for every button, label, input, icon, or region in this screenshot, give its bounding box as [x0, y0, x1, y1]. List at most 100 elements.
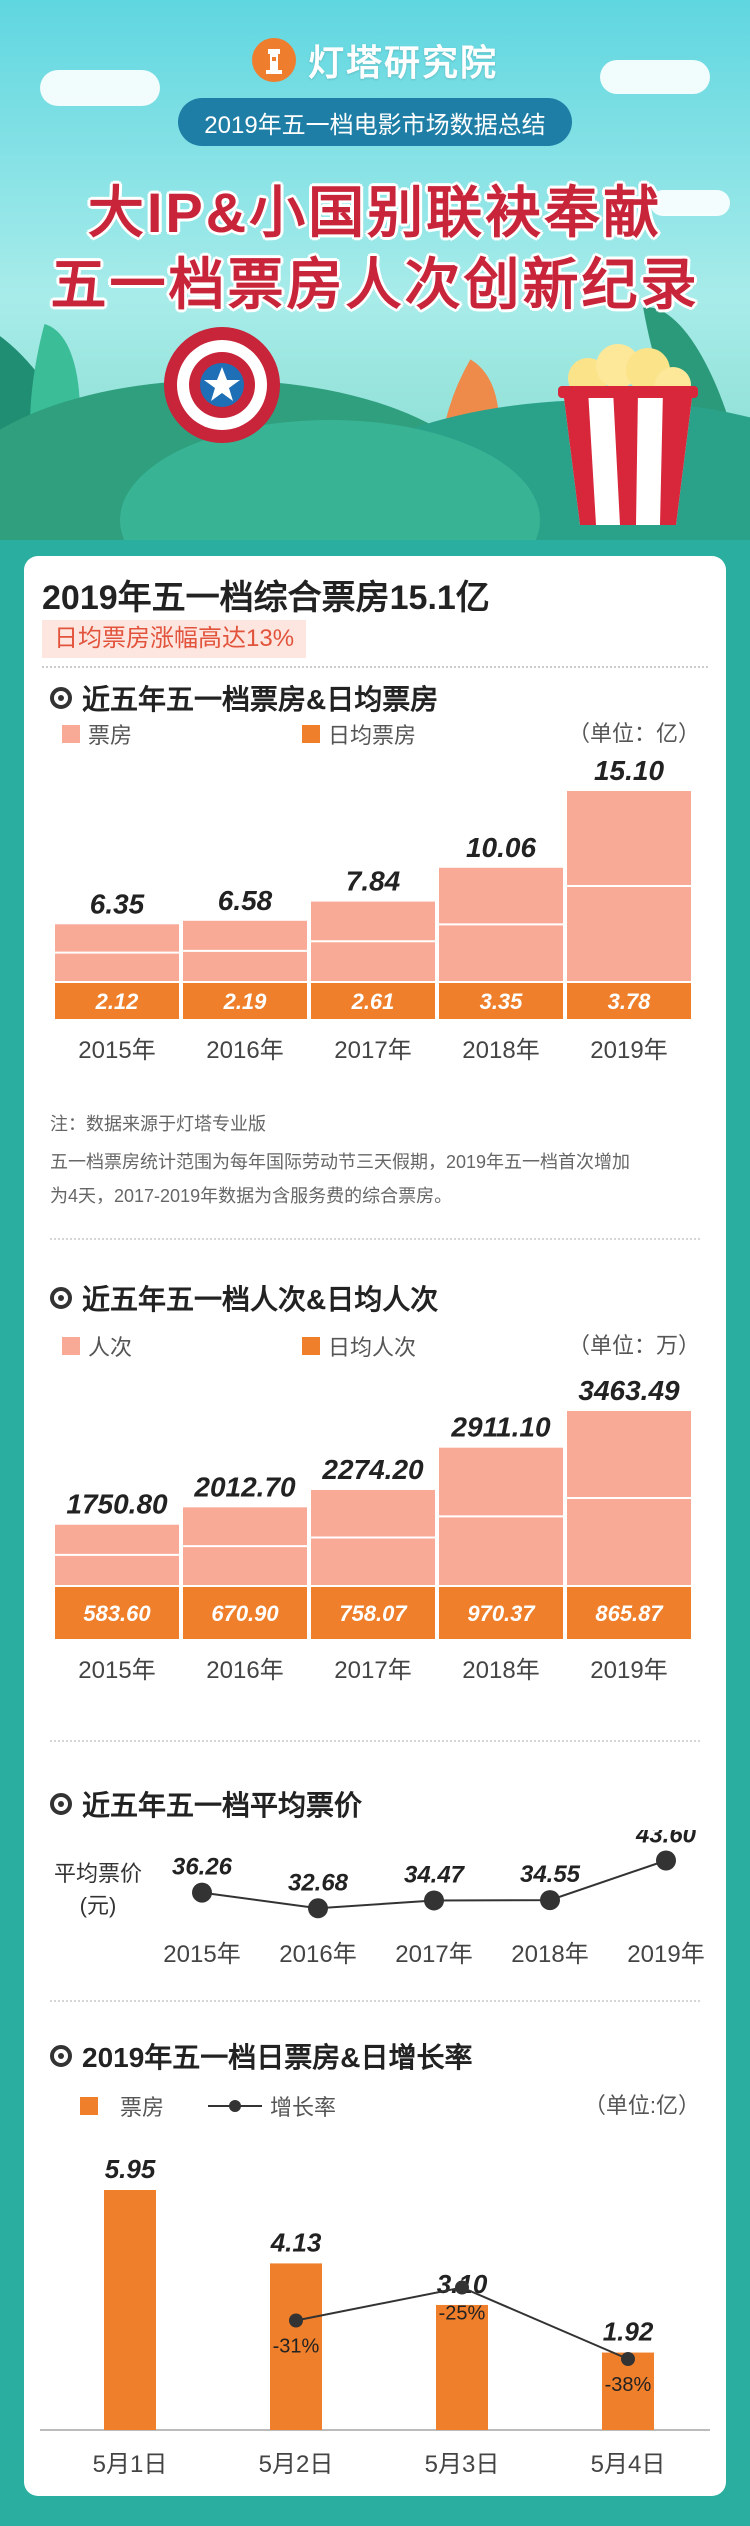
daily-bar: [104, 2190, 156, 2430]
bar-daily: [437, 1585, 565, 1641]
bar-daily: [309, 1585, 437, 1641]
category-label: 2019年: [590, 1037, 667, 1064]
price-value-label: 34.47: [404, 1861, 466, 1888]
category-label: 2016年: [206, 1037, 283, 1064]
lighthouse-icon: [251, 38, 296, 82]
film-reel-icon: [50, 2045, 72, 2067]
cloud-decoration: [600, 60, 710, 94]
legend-swatch-orange: [302, 1337, 320, 1355]
daily-bar-value: 1.92: [603, 2317, 654, 2347]
legend-label: 票房: [120, 2095, 165, 2120]
admissions-title-text: 近五年五一档人次&日均人次: [82, 1284, 439, 1315]
daily-value-label: 670.90: [211, 1601, 279, 1626]
bar-daily: [181, 981, 309, 1021]
film-reel-icon: [50, 687, 72, 709]
unit-label: （单位：亿）: [567, 721, 700, 746]
total-value-label: 2012.70: [193, 1471, 296, 1502]
legend-daily-box-office: 日均票房: [302, 718, 416, 750]
legend-admissions: 人次: [62, 1330, 132, 1362]
legend-label: 增长率: [270, 2095, 337, 2120]
line-marker-icon: [208, 2100, 262, 2112]
unit-label: （单位:亿）: [583, 2093, 700, 2118]
divider: [50, 1238, 700, 1240]
legend-label: 人次: [88, 1335, 133, 1360]
bar-daily: [565, 1585, 693, 1641]
film-reel-icon: [50, 1793, 72, 1815]
category-label: 2018年: [511, 1941, 588, 1968]
report-subtitle: 2019年五一档电影市场数据总结: [178, 98, 572, 146]
category-label: 5月1日: [93, 2451, 168, 2478]
total-value-label: 15.10: [594, 755, 664, 786]
category-label: 5月4日: [591, 2451, 666, 2478]
box-office-title-text: 近五年五一档票房&日均票房: [82, 684, 439, 715]
legend-label: 日均票房: [328, 723, 417, 748]
legend-growth-rate: 增长率: [208, 2090, 336, 2122]
daily-value-label: 2.61: [351, 989, 395, 1014]
avg-price-title-text: 近五年五一档平均票价: [82, 1790, 363, 1821]
daily-value-label: 758.07: [339, 1601, 408, 1626]
daily-value-label: 2.12: [95, 989, 140, 1014]
daily-title-text: 2019年五一档日票房&日增长率: [82, 2042, 473, 2073]
legend-label: 票房: [88, 723, 133, 748]
daily-bar-value: 4.13: [270, 2227, 322, 2257]
legend-daily-admissions: 日均人次: [302, 1330, 416, 1362]
divider: [50, 1740, 700, 1742]
category-label: 2018年: [462, 1657, 539, 1684]
avg-price-chart: 36.26 2015年 32.68 2016年 34.47 2017年 34.55 2018年…: [163, 1830, 704, 1968]
shield-icon: [164, 327, 280, 443]
category-label: 2015年: [78, 1037, 155, 1064]
category-label: 2019年: [627, 1941, 704, 1968]
category-label: 2016年: [206, 1657, 283, 1684]
headline-line-1: 大IP&小国别联袂奉献: [87, 181, 663, 244]
admissions-chart: 583.60 1750.80 2015年 670.90 2012.70 2016年 758.…: [53, 1375, 693, 1684]
total-value-label: 6.35: [90, 888, 145, 919]
daily-bar: [436, 2304, 488, 2430]
scope-note-2: 为4天，2017-2019年数据为含服务费的综合票房。: [50, 1186, 453, 1206]
summary-title: 2019年五一档综合票房15.1亿: [42, 579, 490, 617]
legend-daily-box-office-bar: 票房: [80, 2090, 164, 2122]
price-point: [308, 1898, 328, 1919]
legend-swatch-orange: [302, 725, 320, 743]
total-value-label: 1750.80: [66, 1489, 168, 1520]
popcorn-icon: [558, 344, 698, 525]
header-banner: 灯塔研究院 2019年五一档电影市场数据总结 大IP&小国别联袂奉献 五一档票房…: [0, 0, 750, 540]
total-value-label: 6.58: [218, 885, 273, 916]
price-point: [656, 1850, 676, 1871]
category-label: 2019年: [590, 1657, 667, 1684]
ylabel-line-2: (元): [79, 1893, 117, 1918]
bar-daily: [437, 981, 565, 1021]
category-label: 5月3日: [425, 2451, 500, 2478]
ylabel-line-1: 平均票价: [53, 1861, 142, 1886]
legend-label: 日均人次: [328, 1335, 417, 1360]
price-value-label: 32.68: [288, 1869, 349, 1896]
category-label: 2017年: [334, 1037, 411, 1064]
price-value-label: 43.60: [635, 1830, 697, 1849]
legend-box-office: 票房: [62, 718, 132, 750]
data-source-note: 注：数据来源于灯塔专业版: [50, 1114, 266, 1134]
cloud-decoration: [40, 70, 160, 106]
bar-daily: [53, 981, 181, 1021]
daily-value-label: 2.19: [223, 989, 268, 1014]
daily-value-label: 970.37: [467, 1601, 536, 1626]
divider: [42, 666, 708, 668]
legend-swatch-pink: [62, 1337, 80, 1355]
daily-value-label: 3.78: [608, 989, 652, 1014]
brand-name: 灯塔研究院: [307, 42, 498, 83]
daily-bar-value: 5.95: [105, 2154, 156, 2184]
legend-swatch-pink: [62, 725, 80, 743]
daily-value-label: 865.87: [595, 1601, 664, 1626]
legend-swatch-orange: [80, 2097, 98, 2115]
growth-point: [289, 2313, 303, 2328]
price-point: [192, 1882, 212, 1903]
divider: [50, 2000, 700, 2002]
daily-chart: 5.955月1日4.135月2日3.105月3日1.925月4日-31%-25%…: [40, 2154, 710, 2478]
brand: 灯塔研究院: [0, 34, 750, 86]
bar-daily: [53, 1585, 181, 1641]
category-label: 2017年: [334, 1657, 411, 1684]
bar-daily: [309, 981, 437, 1021]
price-value-label: 34.55: [520, 1861, 581, 1888]
unit-label: （单位：万）: [567, 1333, 700, 1358]
box-office-section-title: 近五年五一档票房&日均票房: [50, 678, 438, 718]
growth-point: [455, 2280, 469, 2295]
total-value-label: 2911.10: [450, 1412, 551, 1443]
